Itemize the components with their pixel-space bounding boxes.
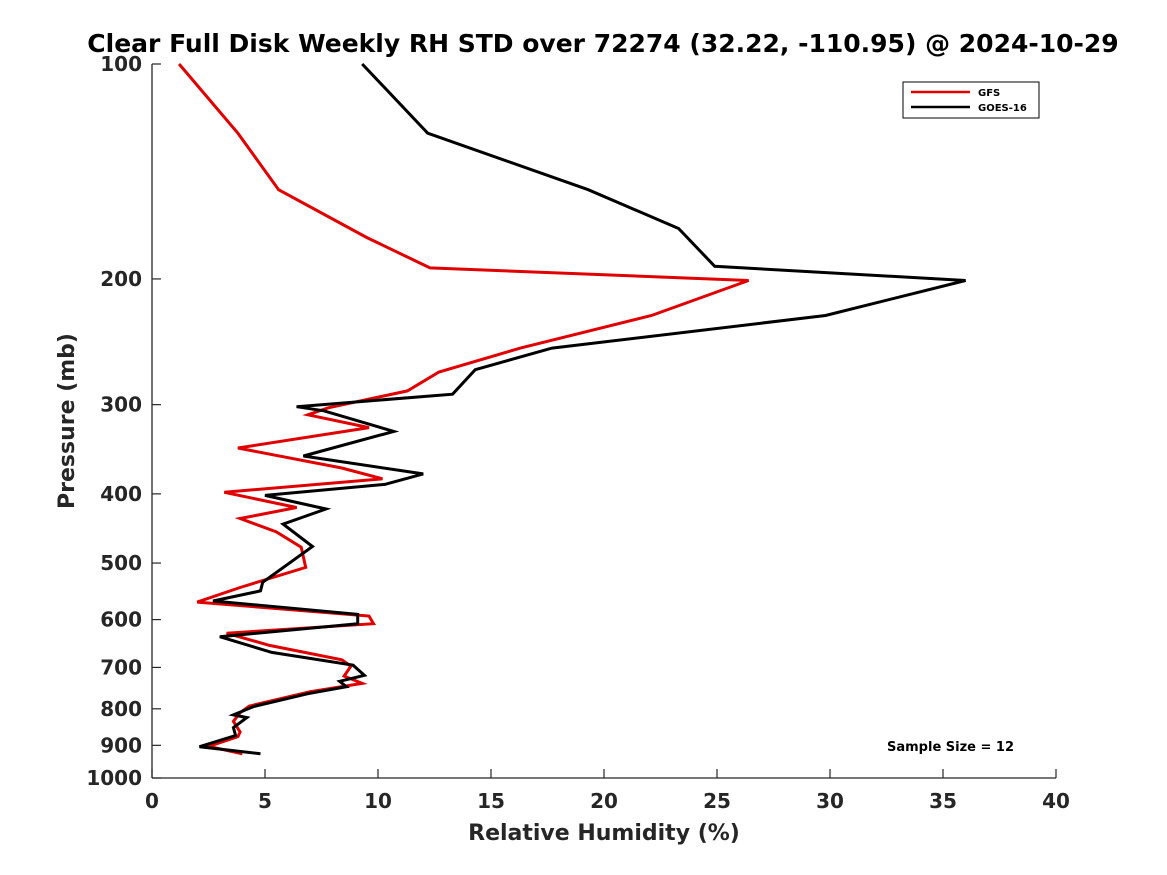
x-axis-label: Relative Humidity (%) bbox=[468, 821, 740, 846]
y-tick-label: 800 bbox=[100, 697, 142, 721]
series-line-goes16 bbox=[199, 62, 966, 756]
y-tick-label: 500 bbox=[100, 551, 142, 575]
legend-box bbox=[902, 81, 1040, 119]
x-tick-label: 40 bbox=[1042, 789, 1070, 813]
y-tick-label: 700 bbox=[100, 655, 142, 679]
legend-label-goes16: GOES-16 bbox=[978, 103, 1027, 114]
y-tick-label: 900 bbox=[100, 733, 142, 757]
sample-size-annotation: Sample Size = 12 bbox=[887, 740, 1014, 755]
legend: GFS GOES-16 bbox=[902, 81, 1040, 119]
x-tick-label: 10 bbox=[364, 789, 392, 813]
x-tick-label: 35 bbox=[929, 789, 957, 813]
y-tick-label: 200 bbox=[100, 267, 142, 291]
legend-label-gfs: GFS bbox=[978, 88, 1000, 99]
x-tick-label: 5 bbox=[258, 789, 272, 813]
chart-title: Clear Full Disk Weekly RH STD over 72274… bbox=[87, 29, 1118, 58]
x-tick-label: 25 bbox=[703, 789, 731, 813]
x-tick-label: 20 bbox=[590, 789, 618, 813]
y-ticks: 100 200 300 400 500 600 700 800 900 1000 bbox=[86, 52, 161, 790]
y-tick-label: 300 bbox=[100, 393, 142, 417]
y-tick-label: 1000 bbox=[86, 766, 142, 790]
y-tick-label: 400 bbox=[100, 482, 142, 506]
x-tick-label: 15 bbox=[477, 789, 505, 813]
x-ticks: 0 5 10 15 20 25 30 35 40 bbox=[145, 769, 1070, 813]
y-tick-label: 100 bbox=[100, 52, 142, 76]
y-tick-label: 600 bbox=[100, 608, 142, 632]
y-axis-label: Pressure (mb) bbox=[55, 333, 80, 509]
x-tick-label: 30 bbox=[816, 789, 844, 813]
series-layer bbox=[177, 62, 966, 756]
x-tick-label: 0 bbox=[145, 789, 159, 813]
